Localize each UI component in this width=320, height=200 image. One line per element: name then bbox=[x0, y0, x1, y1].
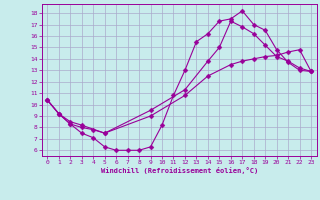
X-axis label: Windchill (Refroidissement éolien,°C): Windchill (Refroidissement éolien,°C) bbox=[100, 167, 258, 174]
